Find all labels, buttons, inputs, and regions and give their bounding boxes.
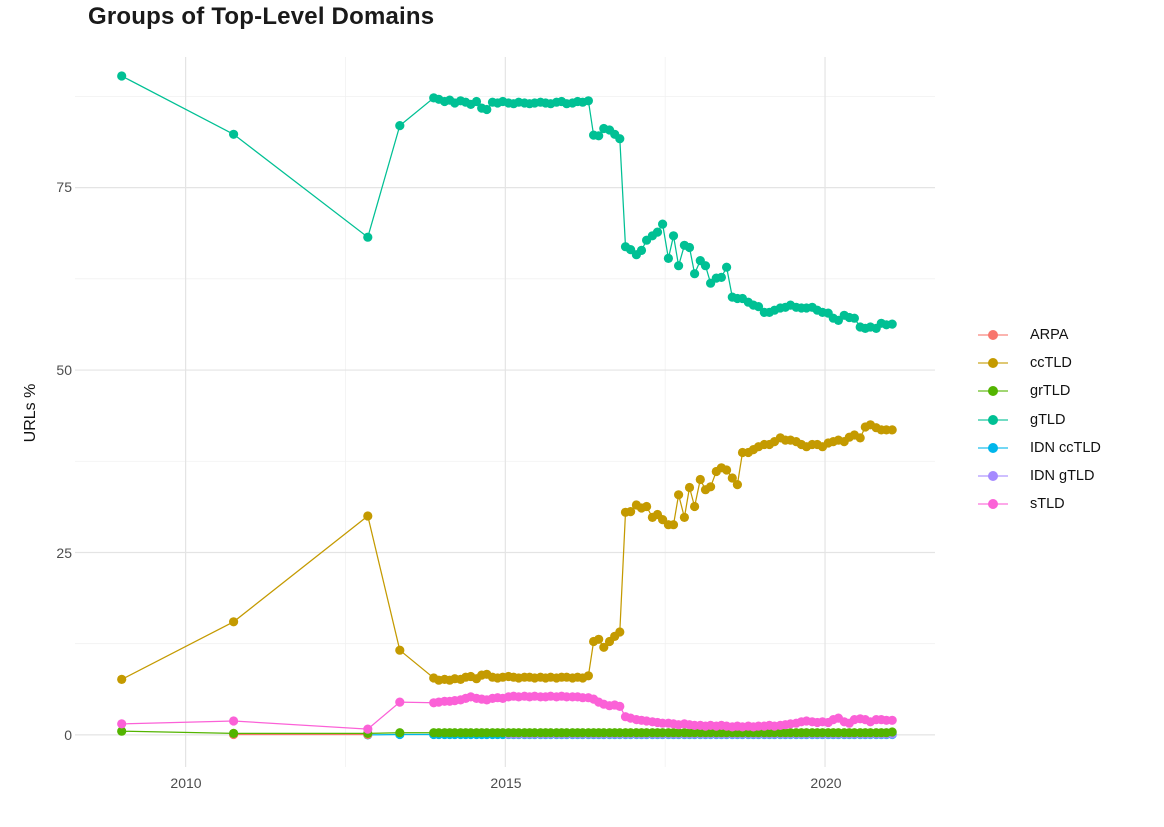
- data-point-gTLD: [716, 272, 727, 282]
- data-point-gTLD: [652, 227, 663, 237]
- data-point-gTLD: [658, 219, 668, 229]
- legend-key-icon: [978, 357, 1008, 369]
- x-tick-2010: 2010: [170, 775, 202, 791]
- data-point-ccTLD: [887, 425, 897, 435]
- data-point-gTLD: [583, 96, 594, 106]
- legend-key-icon: [978, 385, 1008, 397]
- data-point-ccTLD: [117, 674, 127, 685]
- x-tick-2015: 2015: [490, 775, 522, 791]
- data-point-gTLD: [690, 269, 700, 279]
- data-point-ccTLD: [615, 627, 625, 637]
- data-point-gTLD: [668, 231, 679, 241]
- legend-label: ARPA: [1030, 327, 1069, 343]
- legend: ARPA ccTLD grTLD gTLD IDN ccTLD IDN gTLD…: [978, 324, 1101, 515]
- data-point-ccTLD: [626, 507, 636, 517]
- data-point-ccTLD: [855, 433, 865, 443]
- data-point-gTLD: [615, 134, 625, 144]
- data-point-grTLD: [395, 728, 405, 738]
- data-point-sTLD: [395, 697, 405, 707]
- data-point-gTLD: [674, 261, 684, 271]
- legend-item-stld: sTLD: [978, 493, 1101, 515]
- data-point-gTLD: [722, 262, 732, 272]
- data-point-ccTLD: [674, 490, 684, 500]
- y-tick-50: 50: [56, 362, 72, 378]
- data-point-ccTLD: [363, 511, 373, 521]
- legend-key-icon: [978, 329, 1008, 341]
- y-tick-75: 75: [56, 179, 72, 195]
- data-point-ccTLD: [690, 501, 700, 512]
- data-point-gTLD: [636, 245, 647, 255]
- data-point-grTLD: [229, 728, 239, 739]
- legend-item-grtld: grTLD: [978, 380, 1101, 402]
- data-point-sTLD: [615, 701, 625, 712]
- data-point-ccTLD: [583, 671, 594, 681]
- data-point-gTLD: [700, 261, 711, 271]
- legend-item-idn-cctld: IDN ccTLD: [978, 437, 1101, 459]
- data-point-ccTLD: [229, 617, 239, 627]
- legend-item-gtld: gTLD: [978, 409, 1101, 431]
- data-point-ccTLD: [594, 634, 604, 644]
- legend-item-idn-gtld: IDN gTLD: [978, 465, 1101, 487]
- legend-label: IDN gTLD: [1030, 467, 1095, 484]
- data-point-sTLD: [363, 724, 373, 734]
- data-point-ccTLD: [642, 501, 652, 512]
- data-point-ccTLD: [732, 480, 743, 490]
- data-point-sTLD: [887, 715, 897, 725]
- y-tick-0: 0: [64, 727, 72, 743]
- y-tick-25: 25: [56, 545, 72, 561]
- data-point-ccTLD: [599, 642, 609, 652]
- data-point-ccTLD: [668, 520, 679, 530]
- data-point-grTLD: [117, 726, 127, 736]
- data-point-ccTLD: [684, 482, 695, 493]
- data-point-gTLD: [471, 96, 482, 107]
- legend-label: IDN ccTLD: [1030, 439, 1101, 456]
- legend-key-icon: [978, 498, 1008, 510]
- legend-item-arpa: ARPA: [978, 324, 1101, 346]
- data-point-grTLD: [887, 727, 897, 737]
- x-tick-2020: 2020: [810, 775, 842, 791]
- data-point-gTLD: [229, 129, 239, 139]
- data-point-gTLD: [117, 71, 127, 81]
- data-point-gTLD: [395, 121, 405, 131]
- data-point-gTLD: [482, 104, 492, 115]
- data-point-ccTLD: [395, 645, 405, 655]
- data-point-gTLD: [753, 302, 764, 312]
- legend-label: sTLD: [1030, 496, 1065, 513]
- data-point-ccTLD: [706, 482, 716, 492]
- legend-label: ccTLD: [1030, 355, 1072, 372]
- data-point-ccTLD: [727, 473, 737, 483]
- data-point-gTLD: [663, 253, 674, 263]
- series-line-gTLD: [121, 75, 893, 330]
- legend-label: grTLD: [1030, 383, 1071, 400]
- legend-label: gTLD: [1030, 411, 1066, 428]
- data-point-sTLD: [229, 716, 239, 726]
- legend-key-icon: [978, 414, 1008, 426]
- data-point-sTLD: [117, 719, 127, 729]
- legend-key-icon: [978, 470, 1008, 482]
- page-title: Groups of Top-Level Domains: [88, 3, 435, 30]
- data-point-gTLD: [887, 319, 897, 329]
- legend-item-cctld: ccTLD: [978, 352, 1101, 374]
- data-point-ccTLD: [695, 474, 705, 485]
- legend-key-icon: [978, 442, 1008, 454]
- data-point-ccTLD: [722, 465, 732, 475]
- data-point-gTLD: [594, 131, 604, 141]
- data-point-gTLD: [363, 232, 373, 242]
- data-point-gTLD: [849, 313, 860, 323]
- data-point-gTLD: [684, 242, 695, 253]
- data-point-ccTLD: [679, 512, 690, 523]
